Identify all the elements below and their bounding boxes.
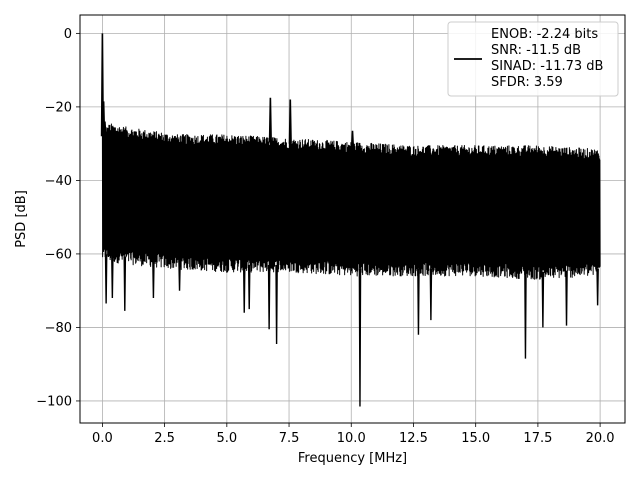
y-tick-label: −60 bbox=[45, 247, 72, 262]
psd-dip bbox=[565, 270, 568, 326]
x-tick-label: 2.5 bbox=[154, 431, 175, 446]
psd-peak bbox=[268, 97, 272, 143]
psd-peak bbox=[103, 121, 107, 134]
psd-dip bbox=[247, 264, 251, 310]
y-tick-label: −40 bbox=[45, 174, 72, 189]
psd-peak bbox=[288, 99, 292, 144]
psd-peak bbox=[350, 130, 355, 148]
x-tick-label: 20.0 bbox=[586, 431, 615, 446]
plot-frame bbox=[79, 14, 626, 424]
legend-entry-sinad: SINAD: -11.73 dB bbox=[491, 59, 603, 74]
x-tick-label: 17.5 bbox=[523, 431, 552, 446]
psd-dip bbox=[358, 268, 362, 407]
y-tick-label: −80 bbox=[45, 321, 72, 336]
legend-box bbox=[447, 21, 619, 97]
x-axis: 0.0 2.5 5.0 7.5 10.0 12.5 15.0 17.5 20.0 bbox=[92, 423, 615, 446]
psd-dip bbox=[178, 262, 181, 291]
x-tick-label: 15.0 bbox=[461, 431, 490, 446]
psd-dip bbox=[596, 268, 599, 306]
psd-dip bbox=[152, 259, 155, 299]
legend-entry-enob: ENOB: -2.24 bits bbox=[491, 27, 598, 42]
x-axis-label: Frequency [MHz] bbox=[298, 451, 407, 466]
psd-dip bbox=[111, 255, 114, 299]
y-axis: 0 −20 −40 −60 −80 −100 bbox=[36, 27, 80, 409]
psd-dip bbox=[524, 271, 527, 359]
psd-dip bbox=[541, 271, 545, 328]
psd-dip bbox=[429, 268, 433, 321]
x-tick-label: 10.0 bbox=[337, 431, 366, 446]
y-axis-label: PSD [dB] bbox=[14, 190, 29, 248]
psd-noise-trace bbox=[101, 123, 601, 280]
series-psd bbox=[100, 33, 601, 407]
y-tick-label: −20 bbox=[45, 100, 72, 115]
psd-dip bbox=[275, 264, 278, 344]
x-tick-label: 5.0 bbox=[216, 431, 237, 446]
y-tick-label: 0 bbox=[64, 27, 72, 42]
legend-entry-snr: SNR: -11.5 dB bbox=[491, 43, 581, 58]
x-tick-label: 0.0 bbox=[92, 431, 113, 446]
psd-dip bbox=[417, 268, 420, 335]
psd-dip bbox=[123, 256, 127, 311]
x-tick-label: 12.5 bbox=[399, 431, 428, 446]
x-tick-label: 7.5 bbox=[279, 431, 300, 446]
legend-entry-sfdr: SFDR: 3.59 bbox=[491, 75, 563, 90]
psd-dip bbox=[104, 254, 108, 304]
legend: ENOB: -2.24 bits SNR: -11.5 dB SINAD: -1… bbox=[447, 21, 619, 97]
psd-dip bbox=[242, 264, 246, 313]
y-tick-label: −100 bbox=[36, 394, 72, 409]
psd-dip bbox=[267, 264, 271, 330]
